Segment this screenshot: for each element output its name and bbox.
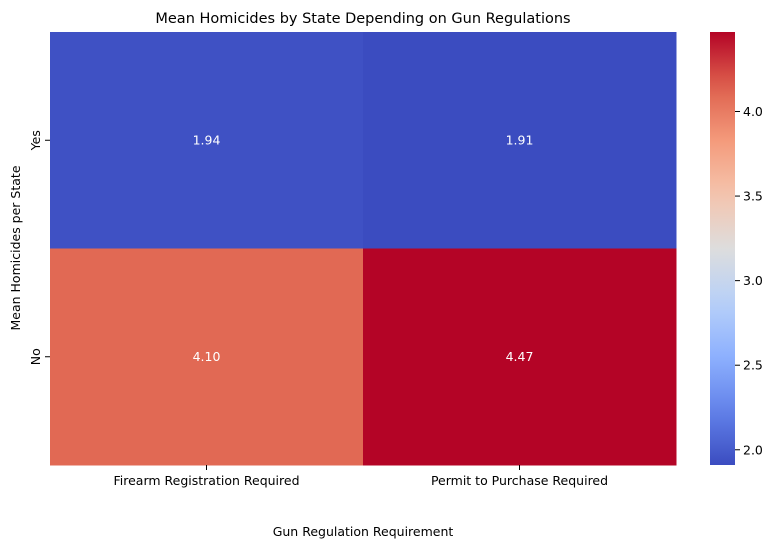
colorbar-gradient — [710, 32, 735, 465]
chart-title: Mean Homicides by State Depending on Gun… — [155, 11, 570, 27]
cell-value-label: 1.94 — [193, 132, 221, 147]
heatmap-cell — [50, 248, 364, 466]
colorbar-tick-label: 3.5 — [743, 189, 763, 204]
y-axis-label: Mean Homicides per State — [8, 165, 23, 330]
heatmap-cell — [363, 32, 677, 249]
cell-value-label: 1.91 — [506, 132, 534, 147]
heatmap-cell — [363, 248, 677, 466]
y-tick-label: Yes — [28, 130, 43, 151]
y-axis: Yes No — [28, 130, 50, 365]
colorbar: 2.0 2.5 3.0 3.5 4.0 — [710, 32, 763, 465]
heatmap-cells: 1.94 1.91 4.10 4.47 — [50, 32, 677, 466]
x-axis: Firearm Registration Required Permit to P… — [113, 465, 608, 488]
cell-value-label: 4.10 — [193, 349, 221, 364]
heatmap-cell — [50, 32, 364, 249]
y-tick-label: No — [28, 348, 43, 365]
x-tick-label: Permit to Purchase Required — [431, 473, 608, 488]
x-axis-label: Gun Regulation Requirement — [273, 524, 454, 539]
colorbar-tick-label: 2.0 — [743, 442, 763, 457]
x-tick-label: Firearm Registration Required — [113, 473, 299, 488]
cell-value-label: 4.47 — [506, 349, 534, 364]
colorbar-tick-label: 2.5 — [743, 358, 763, 373]
colorbar-tick-label: 3.0 — [743, 273, 763, 288]
colorbar-tick-label: 4.0 — [743, 104, 763, 119]
